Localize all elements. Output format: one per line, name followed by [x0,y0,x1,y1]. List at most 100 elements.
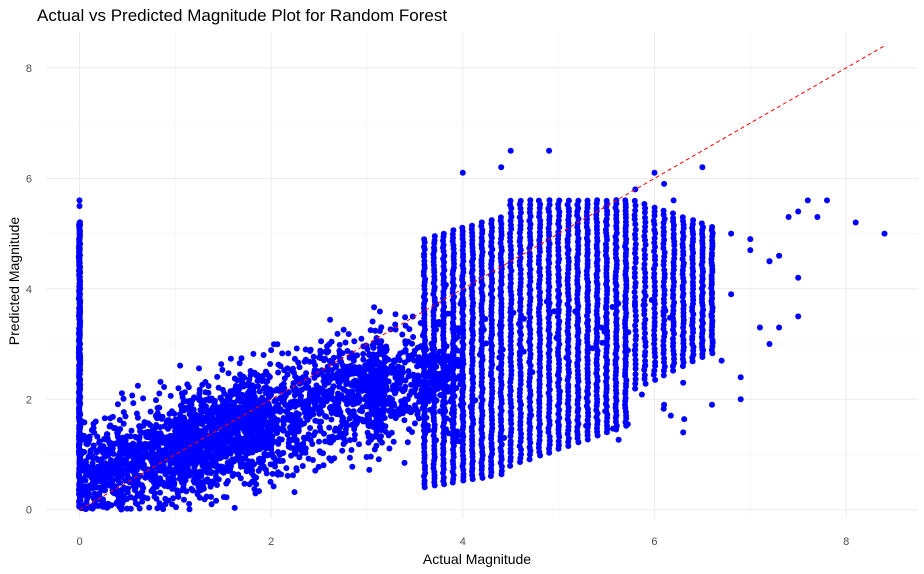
data-point [157,378,164,385]
data-point [276,451,283,458]
data-point [357,374,364,380]
data-point [136,439,143,446]
data-point [508,425,515,432]
data-point [381,414,388,421]
data-point [220,440,227,447]
data-point [346,354,353,361]
data-point [266,424,273,431]
data-point [351,426,358,433]
data-point [120,420,127,427]
data-point [150,486,156,493]
data-point [478,219,485,226]
data-point [114,401,121,408]
data-point [270,483,277,490]
data-point [144,434,151,441]
data-point [632,322,639,329]
data-point [330,354,337,361]
data-point [179,394,186,401]
data-point [414,393,420,400]
data-point [116,470,123,477]
data-point [188,485,195,492]
y-tick-label: 2 [26,394,32,406]
data-point [231,375,238,382]
data-point [212,405,218,412]
data-point [169,485,176,492]
data-point [88,470,95,477]
data-point [299,449,306,456]
data-point [307,389,313,396]
data-point [188,459,194,466]
y-tick-label: 8 [26,63,32,75]
data-point [124,473,131,480]
data-point [405,373,412,380]
data-point [91,479,98,486]
data-point [208,478,214,485]
data-point [371,446,378,453]
data-point [246,449,253,456]
data-point [278,471,285,478]
data-point [245,415,252,422]
data-point [90,445,97,451]
data-point [155,443,162,450]
data-point [91,429,98,436]
data-point [200,479,207,486]
data-point [641,261,648,268]
data-point [157,450,164,457]
data-point [385,432,392,439]
data-point [99,502,106,509]
data-point [253,408,260,415]
data-point [196,445,203,451]
data-point [114,433,121,440]
data-point [137,493,144,500]
data-point [632,241,639,248]
data-point [181,389,188,396]
data-point [641,233,648,240]
data-point [300,405,307,412]
data-point [255,467,262,474]
data-point [239,404,246,411]
data-point [348,447,355,453]
data-point [366,466,373,473]
data-point [303,370,310,377]
data-point [222,406,229,413]
data-point [152,436,159,443]
data-point [344,348,351,354]
data-point [641,372,648,379]
data-point [440,230,447,237]
data-point [153,397,159,404]
data-point [237,371,244,378]
data-point [348,398,355,404]
points-layer [75,147,888,513]
data-point [331,427,338,434]
data-point [379,439,385,446]
data-point [176,463,183,470]
data-point [382,348,389,355]
data-point [186,472,193,479]
data-point [631,265,638,272]
data-point [375,456,382,463]
data-point [416,398,423,405]
data-point [275,369,282,376]
data-point [390,357,397,364]
data-point [228,444,235,451]
data-point [351,338,358,345]
data-point [603,197,610,204]
data-point [316,424,323,431]
data-point [187,435,194,442]
data-point [307,425,314,431]
data-point [106,440,113,447]
data-point [152,474,159,481]
data-point [156,502,163,509]
data-point [118,390,125,397]
data-point [130,400,137,407]
data-point [284,416,291,423]
data-point [356,441,362,448]
data-point [322,438,329,445]
data-point [113,464,120,471]
data-point [228,403,235,410]
data-point [250,350,257,357]
data-point [316,438,322,445]
data-point [215,476,222,483]
data-point [387,326,394,333]
